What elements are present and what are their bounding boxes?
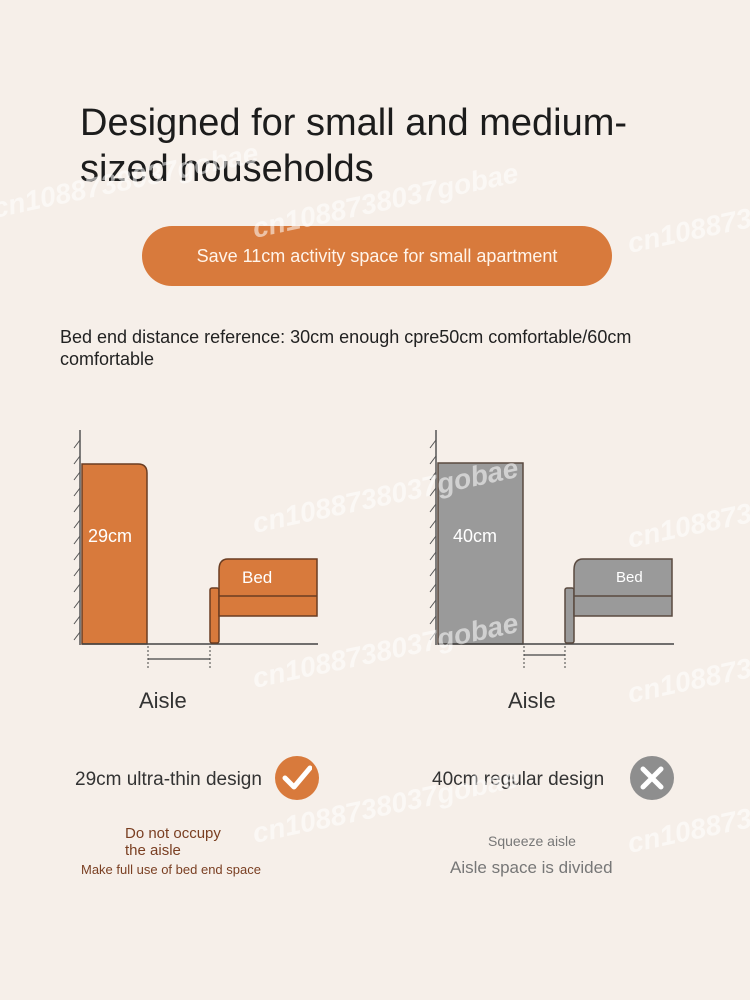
wall-icon — [429, 430, 437, 645]
thin-note-primary: Do not occupy the aisle — [125, 825, 221, 859]
cabinet-shape — [81, 463, 148, 645]
bed-shape — [573, 558, 673, 617]
check-icon — [275, 756, 319, 800]
cross-icon — [630, 756, 674, 800]
wall-icon — [73, 430, 81, 645]
thin-design-label: 29cm ultra-thin design — [75, 769, 262, 790]
aisle-measure — [147, 646, 211, 670]
bed-label: Bed — [616, 569, 643, 586]
bed-shape — [218, 558, 318, 617]
aisle-measure — [523, 646, 566, 670]
page-title: Designed for small and medium-sized hous… — [80, 102, 628, 190]
bed-foot — [209, 587, 220, 644]
promo-banner: Save 11cm activity space for small apart… — [142, 226, 612, 286]
cabinet-thickness-label: 40cm — [453, 526, 498, 546]
aisle-label: Aisle — [139, 688, 187, 713]
regular-note-secondary: Aisle space is divided — [450, 858, 613, 877]
cabinet-thickness-label: 29cm — [88, 526, 133, 546]
thin-design-illustration — [73, 430, 318, 670]
promo-banner-text: Save 11cm activity space for small apart… — [196, 245, 558, 266]
regular-note-primary: Squeeze aisle — [488, 833, 576, 849]
aisle-label: Aisle — [508, 688, 556, 713]
cabinet-shape — [437, 462, 524, 645]
bed-foot — [564, 587, 575, 644]
thin-note-secondary: Make full use of bed end space — [81, 862, 261, 877]
thin-design-diagram: 29cm Bed — [72, 420, 322, 680]
bed-label: Bed — [242, 568, 273, 587]
regular-design-illustration — [429, 430, 674, 670]
distance-reference: Bed end distance reference: 30cm enough … — [60, 327, 632, 369]
regular-design-label: 40cm regular design — [432, 769, 605, 790]
regular-design-diagram: 40cm Bed — [428, 420, 678, 680]
